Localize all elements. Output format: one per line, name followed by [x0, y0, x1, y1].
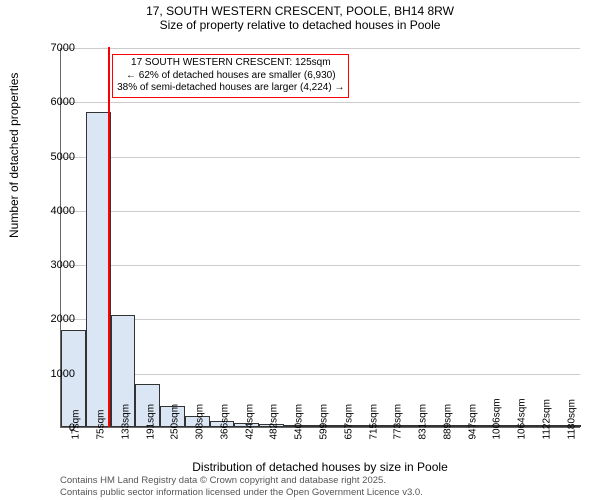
callout-line-2: ← 62% of detached houses are smaller (6,… — [117, 70, 344, 83]
y-tick-label: 3000 — [51, 259, 75, 271]
chart-container: 17, SOUTH WESTERN CRESCENT, POOLE, BH14 … — [0, 0, 600, 500]
y-tick-label: 1000 — [51, 368, 75, 380]
y-tick-label: 5000 — [51, 151, 75, 163]
callout-line-3: 38% of semi-detached houses are larger (… — [117, 82, 344, 95]
histogram-bar — [86, 112, 111, 427]
chart-title: 17, SOUTH WESTERN CRESCENT, POOLE, BH14 … — [0, 0, 600, 32]
callout-line-1: 17 SOUTH WESTERN CRESCENT: 125sqm — [117, 57, 344, 70]
y-tick-label: 2000 — [51, 313, 75, 325]
bars-layer — [61, 48, 580, 427]
title-line-2: Size of property relative to detached ho… — [0, 18, 600, 32]
x-axis-label: Distribution of detached houses by size … — [60, 460, 580, 474]
title-line-1: 17, SOUTH WESTERN CRESCENT, POOLE, BH14 … — [0, 4, 600, 18]
y-axis-label: Number of detached properties — [7, 73, 21, 238]
footer-attribution: Contains HM Land Registry data © Crown c… — [60, 475, 423, 498]
y-tick-label: 7000 — [51, 42, 75, 54]
marker-callout: 17 SOUTH WESTERN CRESCENT: 125sqm ← 62% … — [112, 54, 349, 98]
footer-line-1: Contains HM Land Registry data © Crown c… — [60, 475, 423, 486]
marker-line — [108, 47, 110, 427]
plot-area: 17 SOUTH WESTERN CRESCENT: 125sqm ← 62% … — [60, 48, 580, 428]
footer-line-2: Contains public sector information licen… — [60, 487, 423, 498]
y-tick-label: 6000 — [51, 96, 75, 108]
y-tick-label: 4000 — [51, 205, 75, 217]
